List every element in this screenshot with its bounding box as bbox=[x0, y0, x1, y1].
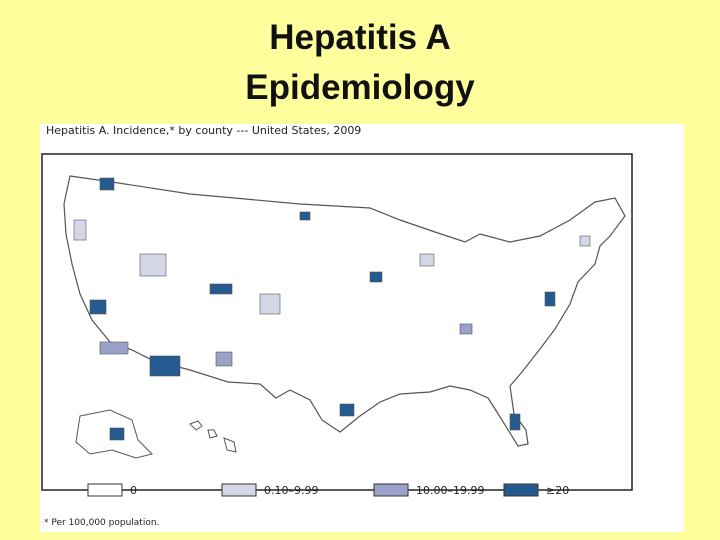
footnote: * Per 100,000 population. bbox=[44, 518, 159, 528]
county bbox=[89, 299, 107, 315]
county bbox=[99, 177, 115, 191]
hawaii-outline bbox=[189, 420, 237, 453]
county-patches bbox=[73, 177, 591, 441]
county bbox=[369, 271, 383, 283]
legend-label: 10.00–19.99 bbox=[416, 484, 484, 497]
legend-swatch bbox=[87, 483, 123, 497]
county bbox=[339, 403, 355, 417]
county bbox=[209, 283, 233, 295]
county bbox=[299, 211, 311, 221]
county bbox=[509, 413, 521, 431]
county bbox=[215, 351, 233, 367]
county bbox=[149, 355, 181, 377]
slide-title: Epidemiology bbox=[245, 68, 475, 107]
map-image: Hepatitis A. Incidence,* by county --- U… bbox=[40, 124, 684, 532]
legend-label: 0 bbox=[130, 484, 137, 497]
map: Hepatitis A. Incidence,* by county --- U… bbox=[40, 124, 684, 532]
legend-label: 0.10–9.99 bbox=[264, 484, 318, 497]
county bbox=[544, 291, 556, 307]
county bbox=[99, 341, 129, 355]
map-frame bbox=[41, 153, 633, 491]
legend-swatch bbox=[221, 483, 257, 497]
county bbox=[109, 427, 125, 441]
county bbox=[139, 253, 167, 277]
county bbox=[579, 235, 591, 247]
slide-title: Hepatitis A bbox=[269, 18, 451, 57]
county bbox=[459, 323, 473, 335]
county bbox=[419, 253, 435, 267]
legend-label: ≥20 bbox=[546, 484, 569, 497]
legend-swatch bbox=[503, 483, 539, 497]
county bbox=[73, 219, 87, 241]
county bbox=[259, 293, 281, 315]
map-title: Hepatitis A. Incidence,* by county --- U… bbox=[46, 124, 361, 137]
legend-swatch bbox=[373, 483, 409, 497]
